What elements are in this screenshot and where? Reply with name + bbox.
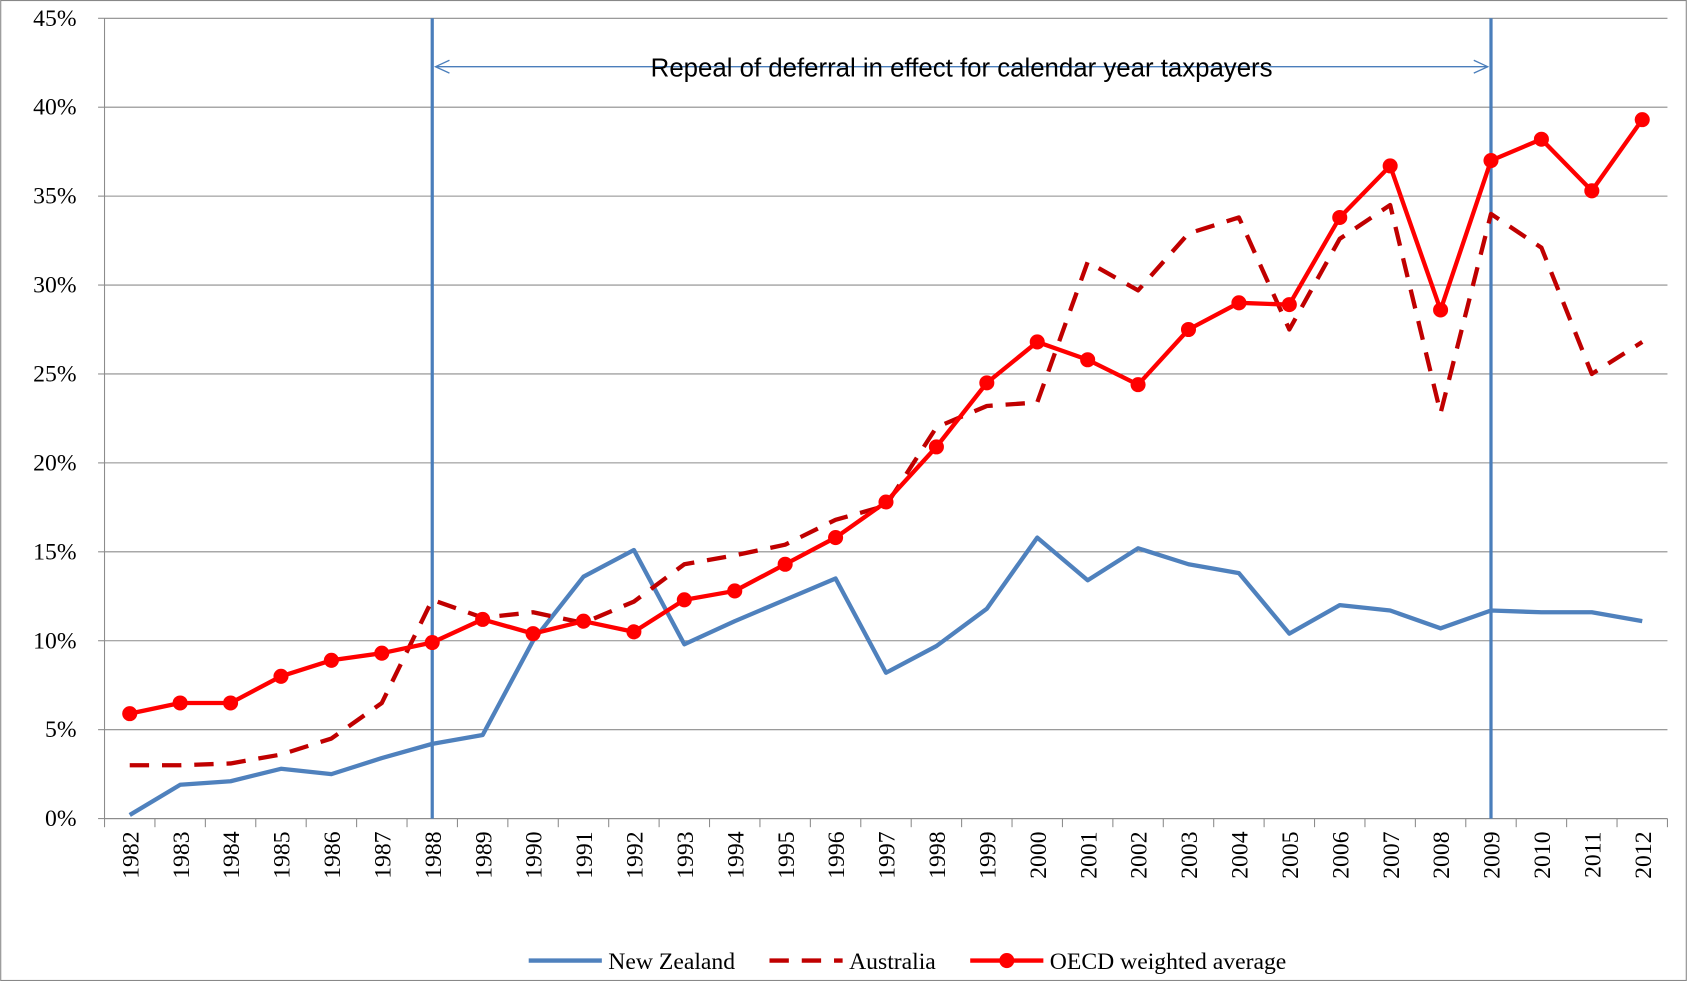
x-tick-label: 1984: [219, 831, 245, 878]
legend-item: OECD weighted average: [970, 949, 1286, 975]
x-tick-label: 1999: [975, 831, 1001, 878]
grid: 0% 5% 10% 15% 20% 25% 30% 35% 40% 45% 1982 1983 1984…: [33, 6, 1668, 879]
y-tick-label: 45%: [33, 6, 76, 32]
data-point: [525, 626, 541, 642]
x-tick-label: 1987: [370, 831, 396, 878]
data-point: [1634, 112, 1650, 128]
x-tick-label: 1992: [623, 831, 649, 878]
x-tick-label: 2008: [1429, 831, 1455, 878]
legend-label: OECD weighted average: [1050, 949, 1286, 975]
data-point: [1231, 295, 1247, 311]
arrow-head: [433, 59, 450, 74]
data-point: [828, 530, 844, 546]
x-tick-label: 1986: [320, 831, 346, 878]
annotation: Repeal of deferral in effect for calenda…: [651, 54, 1273, 82]
x-tick-label: 1993: [673, 831, 699, 878]
data-point: [374, 645, 390, 661]
x-tick-label: 1997: [875, 831, 901, 878]
data-point: [1433, 302, 1449, 318]
y-tick-label: 40%: [33, 95, 76, 121]
legend: New Zealand Australia OECD weighted averag…: [528, 949, 1286, 975]
data-point: [1332, 209, 1348, 225]
data-point: [1080, 352, 1096, 368]
data-point: [172, 695, 188, 711]
data-point: [928, 439, 944, 455]
y-tick-label: 15%: [33, 539, 76, 565]
x-tick-label: 1994: [723, 831, 749, 878]
legend-marker: [999, 953, 1015, 969]
x-tick-label: 1985: [270, 831, 296, 878]
x-tick-label: 2011: [1580, 831, 1606, 877]
series-line: [128, 535, 1643, 817]
x-tick-label: 2001: [1076, 831, 1102, 878]
legend-item: Australia: [769, 949, 936, 975]
data-point: [777, 556, 793, 572]
data-point: [1029, 334, 1045, 350]
series-line: [129, 202, 1644, 768]
data-point: [1533, 131, 1549, 147]
data-point: [1584, 183, 1600, 199]
x-tick-label: 2009: [1480, 831, 1506, 878]
y-tick-label: 35%: [33, 184, 76, 210]
arrow-head: [1473, 59, 1490, 74]
x-tick-label: 2012: [1631, 831, 1657, 878]
x-tick-label: 2007: [1379, 831, 1405, 878]
data-point: [273, 668, 289, 684]
x-tick-label: 1995: [774, 831, 800, 878]
y-tick-label: 20%: [33, 450, 76, 476]
legend-item: New Zealand: [528, 949, 735, 975]
y-tick-label: 0%: [45, 806, 77, 832]
plot: Repeal of deferral in effect for calenda…: [122, 18, 1650, 819]
data-point: [626, 624, 642, 640]
legend-label: Australia: [849, 949, 936, 975]
legend-label: New Zealand: [608, 949, 735, 975]
data-point: [676, 592, 692, 608]
x-tick-label: 1983: [169, 831, 195, 878]
x-tick-label: 1991: [572, 831, 598, 878]
x-tick-label: 2003: [1177, 831, 1203, 878]
data-point: [323, 652, 339, 668]
x-tick-label: 2005: [1278, 831, 1304, 878]
x-tick-label: 2010: [1530, 831, 1556, 878]
x-tick-label: 1989: [471, 831, 497, 878]
y-tick-label: 25%: [33, 362, 76, 388]
x-tick-label: 2006: [1328, 831, 1354, 878]
data-point: [979, 375, 995, 391]
y-tick-label: 10%: [33, 628, 76, 654]
x-tick-label: 2002: [1127, 831, 1153, 878]
x-tick-label: 2000: [1026, 831, 1052, 878]
data-point: [475, 611, 491, 627]
x-tick-label: 1998: [925, 831, 951, 878]
x-tick-label: 1990: [522, 831, 548, 878]
x-tick-label: 1988: [421, 831, 447, 878]
x-tick-label: 1996: [824, 831, 850, 878]
data-point: [424, 634, 440, 651]
data-point: [1130, 377, 1146, 393]
data-point: [1180, 321, 1197, 338]
data-point: [122, 706, 138, 722]
data-point: [1281, 297, 1297, 313]
data-point: [878, 494, 894, 510]
x-tick-label: 1982: [118, 831, 144, 878]
annotation-background: [646, 54, 1277, 83]
data-point: [575, 613, 592, 629]
data-point: [727, 583, 743, 599]
x-tick-label: 2004: [1228, 831, 1254, 878]
data-point: [223, 695, 239, 711]
data-point: [1382, 158, 1398, 174]
y-tick-label: 5%: [45, 717, 77, 743]
y-tick-label: 30%: [33, 273, 76, 299]
data-point: [1483, 153, 1499, 169]
